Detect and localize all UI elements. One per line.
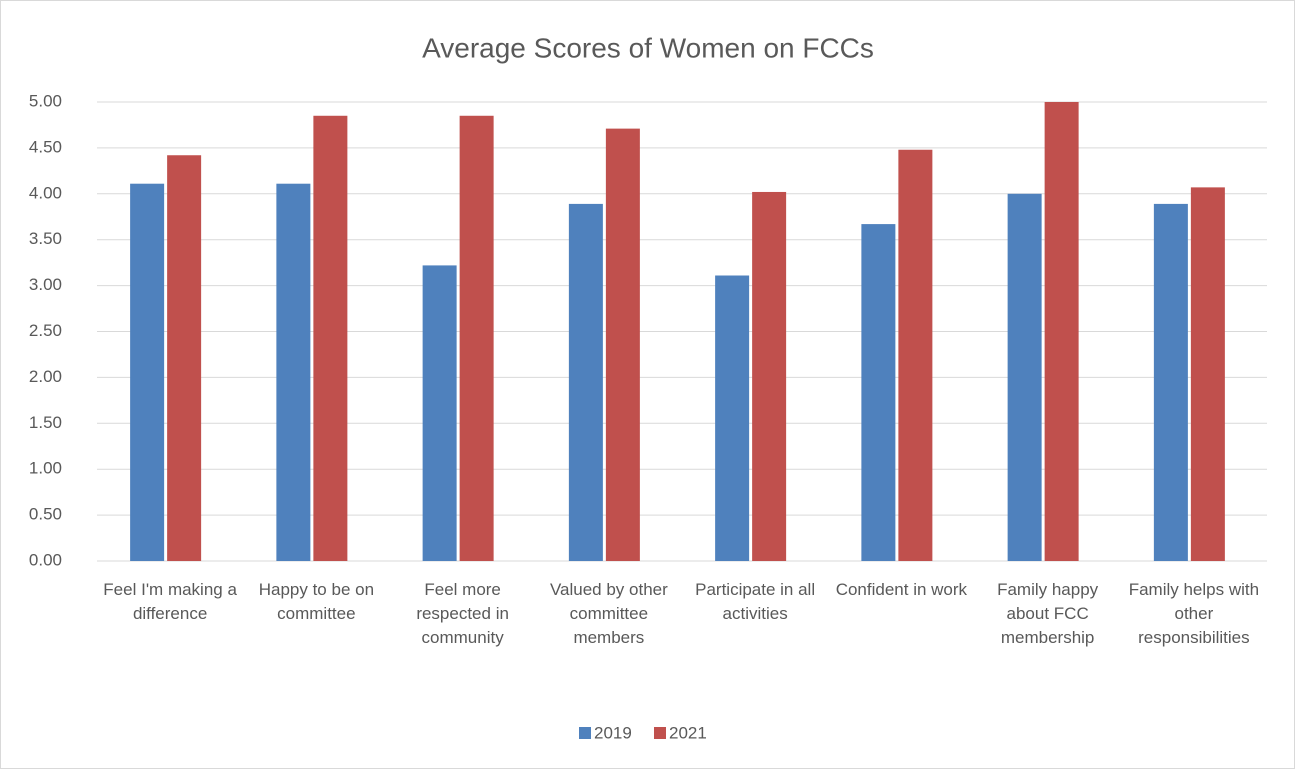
x-tick-label: Feel I'm making a difference: [103, 580, 237, 623]
x-tick-label: Participate in all activities: [695, 580, 816, 623]
bar: [459, 115, 494, 562]
y-tick-label: 1.00: [29, 459, 62, 478]
x-tick-label: Family happy about FCC membership: [997, 580, 1099, 647]
legend-label: 2021: [669, 723, 707, 742]
bar: [167, 155, 202, 561]
y-tick-label: 4.50: [29, 137, 62, 156]
bar: [861, 224, 896, 561]
y-tick-label: 0.00: [29, 550, 62, 569]
legend-swatch: [654, 727, 666, 739]
bar: [1007, 193, 1042, 562]
y-tick-label: 0.50: [29, 505, 62, 524]
chart-title: Average Scores of Women on FCCs: [422, 32, 874, 63]
y-tick-label: 1.50: [29, 413, 62, 432]
y-tick-label: 2.50: [29, 321, 62, 340]
x-tick-label: Feel more respected in community: [416, 580, 509, 647]
bar: [1190, 187, 1225, 561]
x-tick-label: Family helps with other responsibilities: [1128, 580, 1260, 647]
bar: [130, 183, 165, 561]
bar: [568, 203, 603, 561]
x-tick-label: Valued by other committee members: [549, 580, 668, 647]
bar: [715, 275, 750, 561]
bar: [276, 183, 311, 561]
y-tick-label: 4.00: [29, 183, 62, 202]
y-tick-label: 5.00: [29, 91, 62, 110]
bar: [313, 115, 348, 562]
legend-label: 2019: [594, 723, 632, 742]
bar: [422, 265, 457, 561]
y-tick-label: 3.00: [29, 275, 62, 294]
bar: [898, 149, 933, 561]
y-tick-label: 2.00: [29, 367, 62, 386]
bar: [605, 128, 640, 561]
legend-swatch: [579, 727, 591, 739]
bar: [752, 191, 787, 562]
y-tick-label: 3.50: [29, 229, 62, 248]
x-tick-label: Confident in work: [835, 580, 968, 599]
bar: [1044, 102, 1079, 561]
x-tick-label: Happy to be on committee: [258, 580, 375, 623]
bar: [1153, 203, 1188, 561]
